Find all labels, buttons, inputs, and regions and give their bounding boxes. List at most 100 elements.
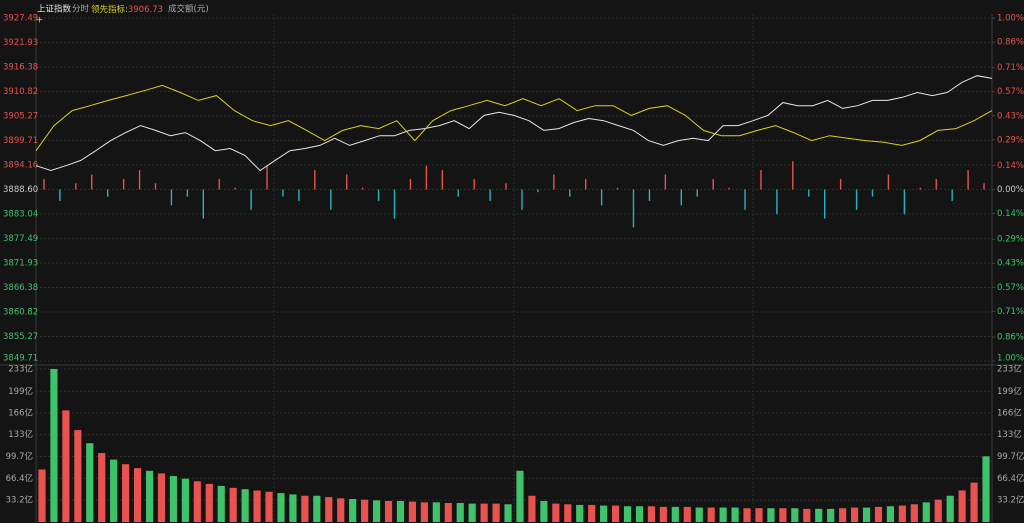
volume-bar (898, 505, 906, 522)
momentum-bar (871, 189, 874, 197)
momentum-bar (855, 189, 858, 210)
y2-tick-label: 0.29% (997, 135, 1024, 145)
y2-tick-label: 0.29% (997, 235, 1024, 245)
volume-bar (229, 487, 237, 522)
volume-bar (337, 498, 345, 522)
y2-tick-label: 0.57% (997, 283, 1024, 293)
volume-bar (528, 495, 536, 522)
volume-bar (313, 495, 321, 522)
momentum-bar (234, 187, 236, 190)
volume-bar (552, 503, 560, 522)
volume-bar (74, 430, 82, 522)
y-tick-label: 3866.38 (3, 283, 38, 293)
volume-bar (62, 410, 70, 522)
volume-bar (169, 476, 178, 522)
volume-bar (695, 507, 703, 522)
y-tick-label: 3860.82 (3, 308, 38, 318)
momentum-bar (409, 178, 412, 190)
momentum-bar (935, 178, 937, 190)
volume-bar (743, 508, 751, 522)
volume-bar (719, 507, 727, 522)
momentum-bar (553, 174, 555, 190)
y-tick-label: 3849.71 (3, 354, 38, 364)
volume-bar (779, 508, 787, 522)
volume-bar (671, 506, 679, 522)
volume-bar (647, 506, 656, 522)
momentum-bar (138, 170, 141, 190)
y2-tick-label: 0.71% (997, 63, 1024, 73)
volume-bar (408, 501, 417, 522)
volume-bar (265, 491, 273, 522)
volume-bar (277, 493, 285, 522)
y-tick-label: 199亿 (8, 386, 33, 397)
y-tick-label: 66.4亿 (6, 473, 33, 484)
y2-tick-label: 233亿 (997, 364, 1022, 375)
volume-bar (349, 499, 357, 522)
volume-bar (98, 453, 106, 522)
momentum-bar (170, 189, 173, 206)
indicator-sep: : (125, 5, 128, 15)
volume-bar (289, 494, 297, 522)
momentum-bar (186, 189, 189, 197)
volume-bar (301, 495, 309, 522)
volume-bar (707, 507, 715, 522)
momentum-bar (569, 189, 571, 197)
volume-bar (946, 495, 954, 522)
momentum-bar (951, 189, 953, 201)
volume-bar (635, 506, 644, 522)
y2-tick-label: 0.86% (997, 38, 1024, 48)
y2-tick-label: 0.14% (997, 161, 1024, 171)
y-tick-label: 3888.60 (3, 185, 38, 195)
momentum-bar (107, 189, 109, 197)
y2-tick-label: 99.7亿 (997, 451, 1024, 462)
header-indicator: 领先指标:3906.73 (91, 4, 163, 15)
momentum-bar (728, 187, 730, 190)
volume-bar (755, 508, 763, 522)
header-mode: 分时 (72, 4, 90, 15)
volume-bar (934, 499, 942, 522)
volume-bar (492, 503, 500, 522)
volume-bar (504, 504, 512, 522)
y2-tick-label: 0.14% (997, 209, 1024, 219)
y2-tick-label: 66.4亿 (997, 473, 1024, 484)
momentum-bar (903, 189, 906, 215)
volume-bar (480, 503, 488, 522)
momentum-bar (393, 189, 396, 219)
y2-tick-label: 133亿 (997, 429, 1022, 440)
indicator-value: 3906.73 (128, 5, 163, 15)
momentum-bar (696, 189, 698, 197)
volume-bar (540, 500, 548, 522)
volume-bar (970, 482, 978, 522)
y2-tick-label: 33.2亿 (997, 495, 1024, 506)
volume-bar (361, 499, 369, 522)
volume-bar (38, 469, 46, 522)
momentum-bar (218, 178, 220, 190)
y2-tick-label: 0.43% (997, 111, 1024, 121)
momentum-bar (473, 178, 475, 190)
y-tick-label: 3894.16 (3, 160, 38, 170)
volume-bar (611, 505, 620, 522)
volume-bar (253, 490, 261, 522)
volume-bar (815, 508, 823, 522)
price-line (35, 84, 993, 151)
momentum-bar (361, 187, 364, 190)
y-tick-label: 3899.71 (3, 136, 38, 146)
y-tick-label: 166亿 (8, 407, 33, 418)
volume-bar (181, 478, 189, 522)
momentum-bar (760, 170, 762, 190)
volume-bar (133, 468, 142, 522)
volume-bar (910, 504, 918, 522)
momentum-bar (505, 183, 507, 190)
momentum-bar (441, 170, 443, 190)
y-tick-label: 3921.93 (3, 38, 38, 48)
volume-bar (791, 508, 799, 522)
momentum-bar (457, 189, 459, 197)
header-index: 上证指数 (37, 4, 72, 15)
momentum-bar (330, 189, 332, 210)
volume-bar (827, 508, 835, 522)
volume-bar (576, 504, 584, 522)
volume-bar (205, 483, 213, 522)
volume-bar (922, 502, 930, 522)
momentum-bar (744, 189, 746, 210)
